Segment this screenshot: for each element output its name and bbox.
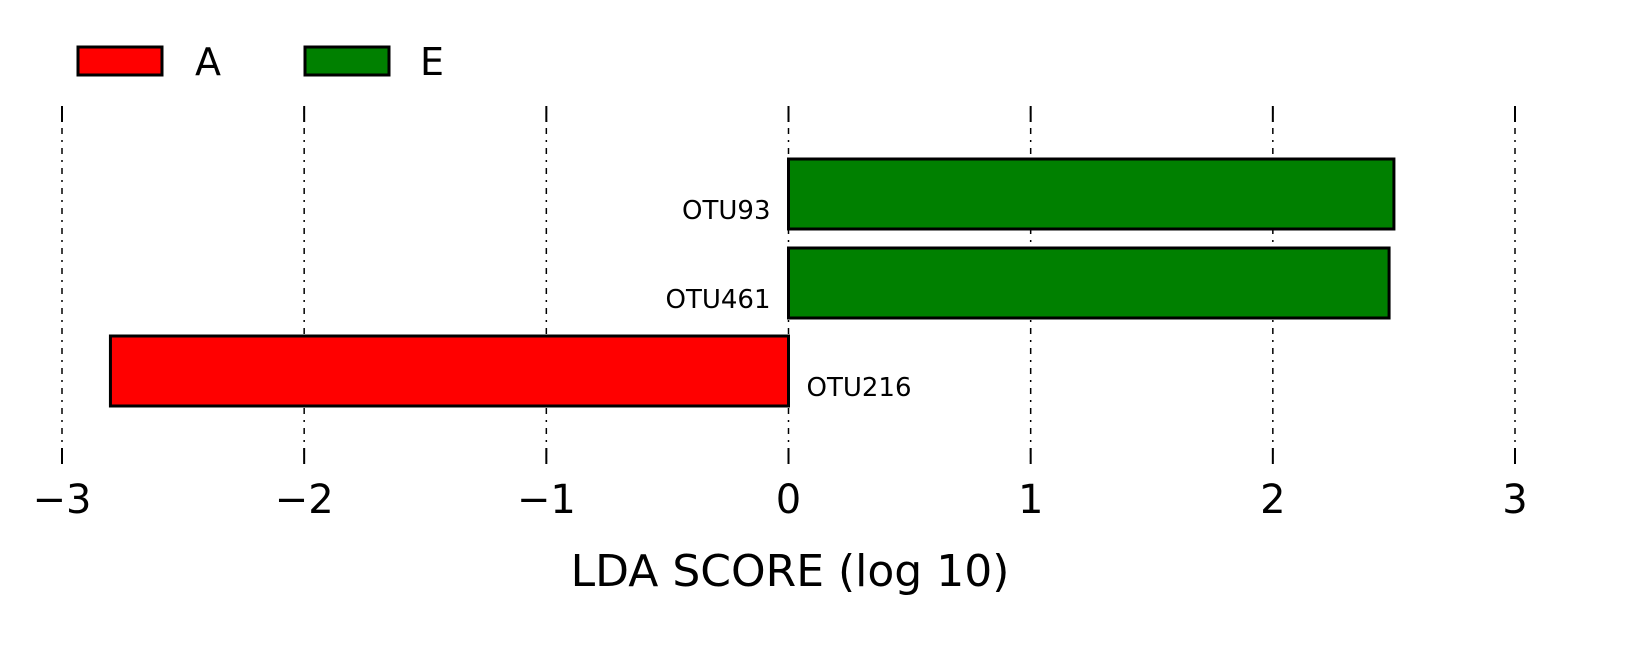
x-tick-label: 0	[776, 477, 801, 523]
x-tick-label: 2	[1260, 477, 1285, 523]
legend-swatch-a	[76, 45, 164, 77]
x-tick-label: −3	[33, 477, 92, 523]
legend-swatch-e	[303, 45, 391, 77]
legend-label-a: A	[195, 40, 221, 84]
bar-label: OTU93	[682, 196, 770, 226]
bar-label: OTU216	[807, 373, 912, 403]
bars: OTU93 OTU461 OTU216	[108, 157, 1396, 408]
x-tick-label: 1	[1018, 477, 1043, 523]
grid-lines	[61, 106, 1516, 464]
x-tick-label: 3	[1502, 477, 1527, 523]
legend-label-e: E	[420, 40, 444, 84]
bar-otu216	[108, 334, 790, 408]
x-tick-label: −1	[517, 477, 576, 523]
legend: A E	[76, 40, 444, 84]
bar-otu461	[787, 246, 1391, 320]
x-tick-label: −2	[275, 477, 334, 523]
bar-otu93	[787, 157, 1396, 231]
bar-label: OTU461	[665, 285, 770, 315]
x-axis-title: LDA SCORE (log 10)	[571, 546, 1010, 597]
x-tick-labels: −3 −2 −1 0 1 2 3	[33, 477, 1528, 523]
